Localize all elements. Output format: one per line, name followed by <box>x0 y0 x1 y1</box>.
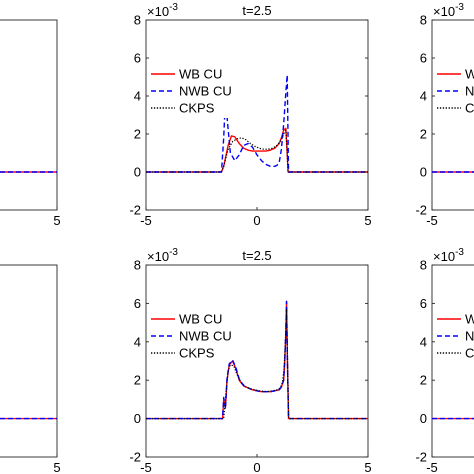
panel-bottom-center: -2 0 2 4 6 8 -5 0 5 ×10-3 t=2.5 WB CU NWB CU CKPS <box>129 247 371 474</box>
legend: WNC <box>435 307 474 363</box>
y-tick-label: 2 <box>420 373 427 388</box>
y-tick-label: 8 <box>420 13 427 28</box>
x-tick-label: 5 <box>364 460 371 474</box>
legend-label: N <box>465 329 474 344</box>
y-tick-label: 0 <box>420 411 427 426</box>
panel-title: t=2.5 <box>242 248 271 263</box>
x-tick-label: 5 <box>364 213 371 228</box>
x-tick-label: -5 <box>426 213 438 228</box>
y-tick-label: 4 <box>134 89 141 104</box>
y-tick-label: -2 <box>129 450 141 465</box>
legend-label: WB CU <box>179 312 222 327</box>
x-tick-label: -5 <box>140 460 152 474</box>
legend: WB CU NWB CU CKPS <box>149 307 232 363</box>
x-tick-label: 5 <box>53 213 60 228</box>
panel-bottom-right: -2 0 2 4 6 8 -5 ×10-3 WNC <box>415 247 474 474</box>
legend-label: CKPS <box>179 346 215 361</box>
legend-label: C <box>465 346 474 361</box>
legend-label: NWB CU <box>179 84 232 99</box>
y-tick-label: 6 <box>420 296 427 311</box>
panel-top-center: -2 0 2 4 6 8 -5 0 5 ×10-3 t=2.5 WB CU NWB CU CKPS <box>129 2 371 228</box>
x-tick-label: 0 <box>253 213 260 228</box>
legend: WB NW CK <box>435 62 474 118</box>
series-ckps-line <box>146 129 368 173</box>
x-tick-label: 0 <box>253 460 260 474</box>
y-tick-label: 6 <box>420 51 427 66</box>
series-ckps-line <box>146 308 368 420</box>
y-tick-label: 4 <box>134 334 141 349</box>
y-tick-label: 2 <box>420 127 427 142</box>
panel-top-right: -2 0 2 4 6 8 -5 ×10-3 WB NW CK <box>415 2 474 228</box>
y-tick-label: -2 <box>415 450 427 465</box>
y-tick-label: 6 <box>134 296 141 311</box>
y-tick-label: 8 <box>420 258 427 273</box>
legend-label: NW <box>465 84 474 99</box>
series-nwb-cu-line <box>146 74 368 173</box>
y-tick-label: 4 <box>420 334 427 349</box>
y-tick-label: 2 <box>134 373 141 388</box>
axes-box <box>0 19 58 211</box>
legend-label: W <box>465 312 474 327</box>
legend-label: CK <box>465 101 474 116</box>
panel-bottom-left: 5 <box>0 264 61 474</box>
panel-title: t=2.5 <box>242 3 271 18</box>
y-tick-label: 8 <box>134 258 141 273</box>
y-exponent-label: ×10-3 <box>433 247 464 264</box>
x-tick-label: -5 <box>140 213 152 228</box>
y-tick-label: 0 <box>420 165 427 180</box>
y-tick-label: 0 <box>134 411 141 426</box>
x-tick-label: -5 <box>426 460 438 474</box>
y-tick-label: 4 <box>420 89 427 104</box>
panel-top-left: 5 <box>0 19 61 228</box>
legend-label: CKPS <box>179 101 215 116</box>
x-tick-label: 5 <box>53 460 60 474</box>
y-tick-label: 8 <box>134 13 141 28</box>
y-tick-label: 6 <box>134 51 141 66</box>
y-tick-label: -2 <box>415 203 427 218</box>
axes-box <box>0 264 58 458</box>
y-exponent-label: ×10-3 <box>147 2 178 19</box>
legend-label: WB CU <box>179 67 222 82</box>
legend-label: WB <box>465 67 474 82</box>
y-tick-label: 2 <box>134 127 141 142</box>
y-tick-label: 0 <box>134 165 141 180</box>
y-tick-label: -2 <box>129 203 141 218</box>
y-exponent-label: ×10-3 <box>147 247 178 264</box>
legend: WB CU NWB CU CKPS <box>149 62 232 118</box>
legend-label: NWB CU <box>179 329 232 344</box>
y-exponent-label: ×10-3 <box>433 2 464 19</box>
